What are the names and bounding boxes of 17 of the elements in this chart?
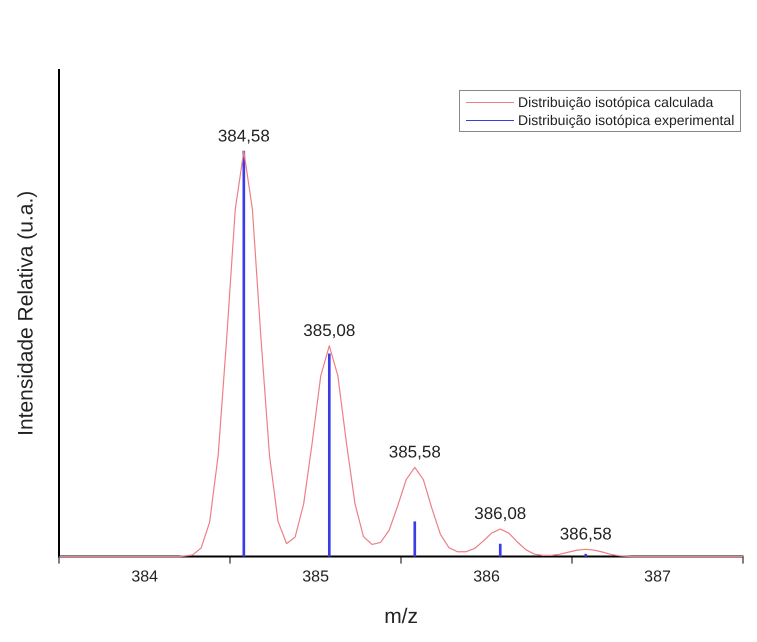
x-axis-title: m/z (384, 605, 418, 628)
bar (242, 150, 246, 557)
annotation: 384,58 (218, 126, 270, 146)
bar (328, 354, 331, 557)
x-tick-label: 386 (473, 568, 500, 586)
annotation: 386,08 (474, 504, 526, 524)
annotation: 386,58 (560, 524, 612, 544)
legend-label: Distribuição isotópica calculada (518, 93, 714, 111)
y-axis-title: Intensidade Relativa (u.a.) (14, 190, 38, 436)
legend-label: Distribuição isotópica experimental (518, 111, 734, 129)
bar (498, 544, 502, 557)
annotation: 385,58 (388, 442, 441, 462)
annotation: 385,08 (303, 320, 356, 340)
x-tick-label: 385 (302, 568, 330, 586)
bar (413, 521, 416, 557)
x-tick-label: 387 (644, 568, 671, 586)
x-tick-label: 384 (131, 568, 158, 586)
